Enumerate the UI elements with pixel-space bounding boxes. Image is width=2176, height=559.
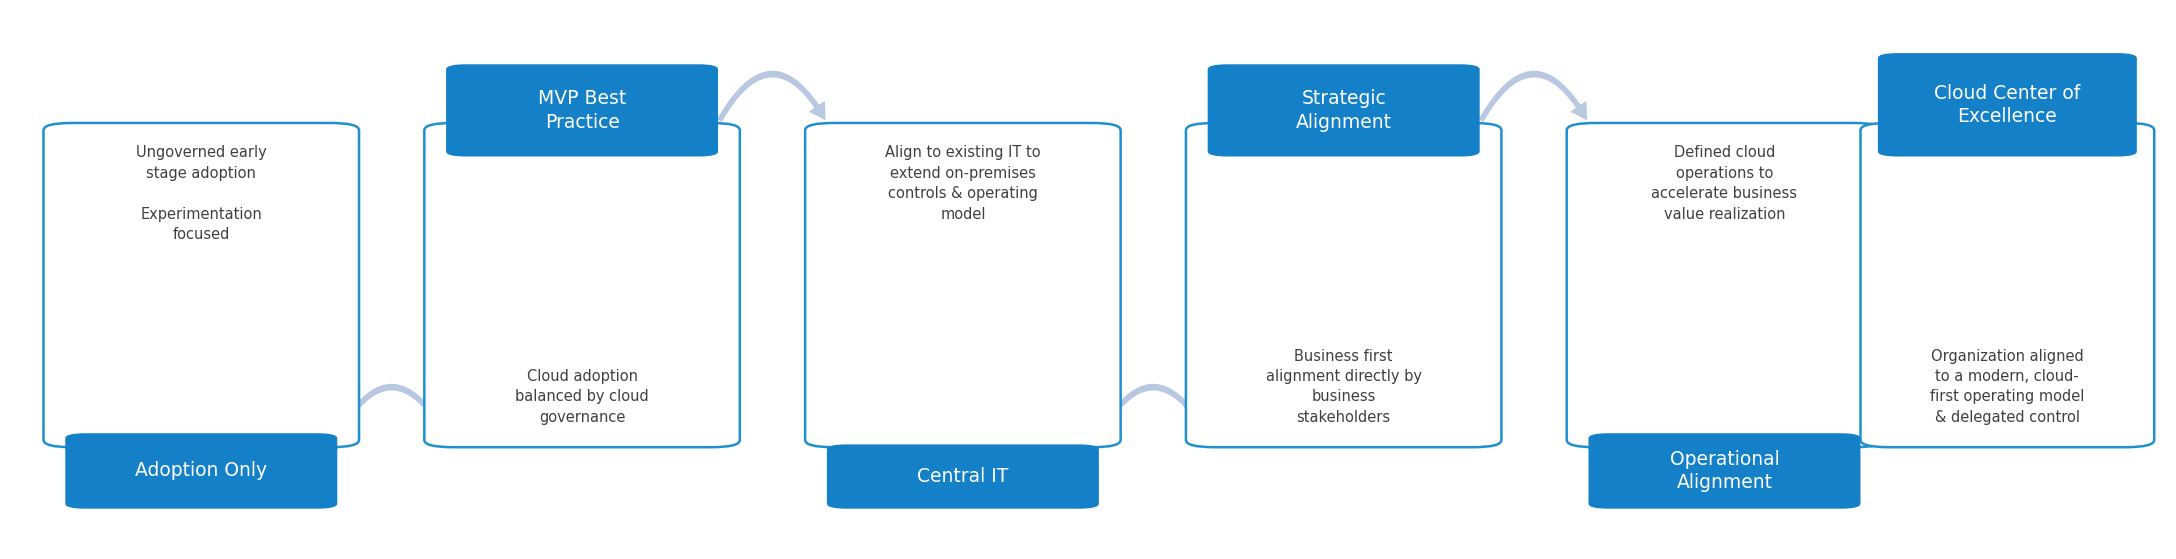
FancyArrowPatch shape (337, 383, 444, 435)
FancyBboxPatch shape (65, 433, 337, 509)
Text: Align to existing IT to
extend on-premises
controls & operating
model: Align to existing IT to extend on-premis… (886, 145, 1040, 221)
Text: Defined cloud
operations to
accelerate business
value realization: Defined cloud operations to accelerate b… (1652, 145, 1797, 221)
Text: Business first
alignment directly by
business
stakeholders: Business first alignment directly by bus… (1266, 349, 1421, 425)
FancyBboxPatch shape (424, 123, 740, 447)
FancyBboxPatch shape (1567, 123, 1882, 447)
FancyArrowPatch shape (718, 70, 825, 122)
Text: Strategic
Alignment: Strategic Alignment (1295, 89, 1393, 132)
FancyBboxPatch shape (1878, 53, 2137, 157)
Text: Cloud Center of
Excellence: Cloud Center of Excellence (1934, 83, 2080, 126)
Text: Central IT: Central IT (918, 467, 1007, 486)
FancyBboxPatch shape (1208, 64, 1480, 157)
Text: Adoption Only: Adoption Only (135, 462, 268, 480)
Text: Operational
Alignment: Operational Alignment (1669, 449, 1780, 492)
FancyBboxPatch shape (805, 123, 1121, 447)
FancyBboxPatch shape (827, 444, 1099, 509)
Text: Cloud adoption
balanced by cloud
governance: Cloud adoption balanced by cloud governa… (516, 369, 648, 425)
FancyArrowPatch shape (1480, 70, 1586, 122)
FancyBboxPatch shape (1860, 123, 2154, 447)
FancyArrowPatch shape (1099, 383, 1206, 435)
FancyBboxPatch shape (1588, 433, 1860, 509)
FancyBboxPatch shape (44, 123, 359, 447)
Text: MVP Best
Practice: MVP Best Practice (537, 89, 627, 132)
FancyBboxPatch shape (446, 64, 718, 157)
FancyBboxPatch shape (1186, 123, 1501, 447)
Text: Organization aligned
to a modern, cloud-
first operating model
& delegated contr: Organization aligned to a modern, cloud-… (1930, 349, 2085, 425)
Text: Ungoverned early
stage adoption

Experimentation
focused: Ungoverned early stage adoption Experime… (135, 145, 268, 242)
